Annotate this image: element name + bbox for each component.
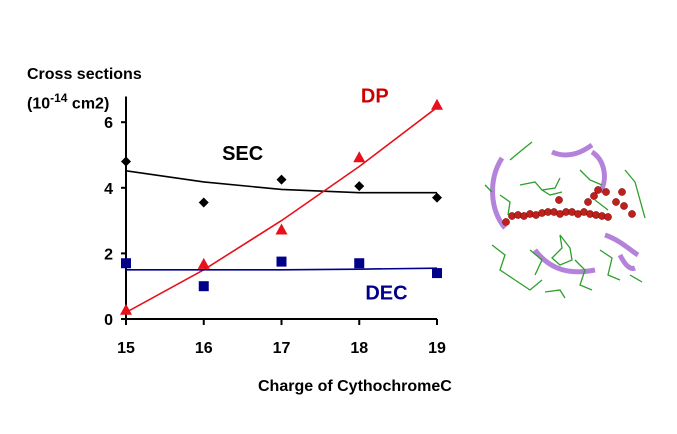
y-label-prefix: (10	[27, 95, 51, 113]
dp-point	[197, 257, 210, 269]
dp-annotation: DP	[361, 86, 389, 108]
x-tick-label: 16	[195, 340, 213, 357]
y-axis-label-line1: Cross sections	[27, 66, 142, 83]
sec-point	[276, 174, 287, 185]
sec-annotation: SEC	[222, 143, 263, 165]
dec-point	[276, 256, 287, 267]
dp-point	[353, 151, 366, 163]
trend-lines	[125, 106, 438, 314]
y-axis-label-line2: (10-14 cm2)	[27, 91, 109, 113]
y-tick-label: 4	[104, 181, 113, 198]
axes	[121, 96, 438, 325]
sec-point	[432, 192, 442, 203]
sec-point	[121, 156, 131, 167]
dp-point	[431, 98, 443, 110]
y-tick-label: 2	[104, 246, 113, 263]
heme-group	[502, 186, 636, 226]
dec-trend-line	[126, 267, 438, 271]
x-tick-label: 18	[350, 340, 368, 357]
sec-point	[354, 181, 365, 192]
series-annotations: SEC DP DEC	[222, 86, 408, 305]
dp-trend-line	[125, 106, 438, 314]
y-tick-label: 6	[104, 115, 113, 132]
sec-point	[198, 197, 209, 208]
tick-labels: 0 2 4 6 15 16 17 18 19	[104, 115, 446, 357]
side-chains	[484, 141, 646, 299]
x-tick-label: 15	[117, 340, 135, 357]
dec-annotation: DEC	[365, 282, 407, 304]
y-tick-label: 0	[104, 312, 113, 329]
dec-point	[121, 258, 131, 269]
cytochrome-c-molecule-image	[484, 141, 646, 299]
dec-point	[354, 258, 365, 269]
protein-ribbons	[490, 142, 640, 275]
sec-trend-line	[125, 169, 437, 194]
x-axis-label: Charge of CythochromeC	[258, 378, 452, 395]
x-tick-label: 17	[273, 340, 291, 357]
dp-point	[275, 223, 288, 235]
dp-point	[120, 303, 132, 315]
x-tick-label: 19	[428, 340, 446, 357]
y-label-exponent: -14	[50, 91, 68, 105]
data-points	[120, 98, 443, 315]
dec-point	[432, 268, 442, 279]
dec-point	[198, 281, 209, 292]
y-label-suffix: cm2)	[67, 95, 110, 113]
